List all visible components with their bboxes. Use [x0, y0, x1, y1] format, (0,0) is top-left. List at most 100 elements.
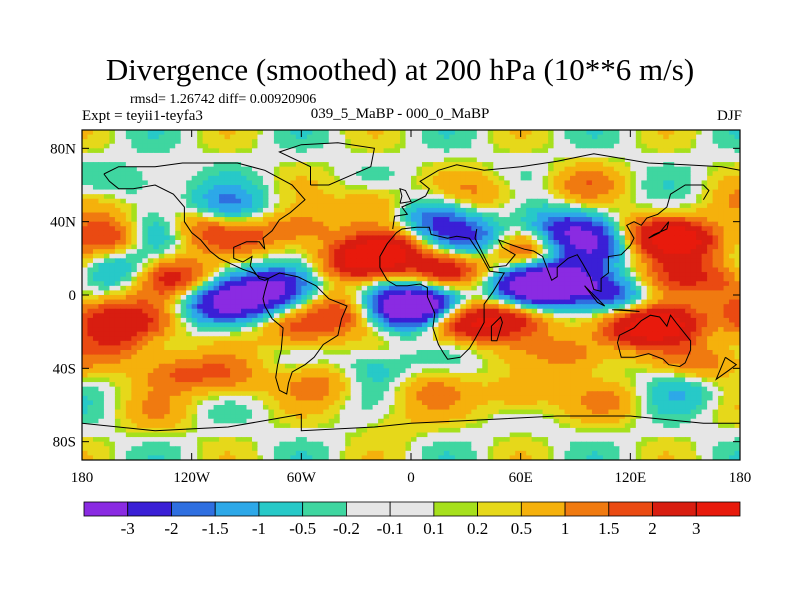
field-cell [685, 253, 692, 259]
field-cell [493, 290, 500, 296]
field-cell [400, 253, 407, 259]
field-cell [465, 244, 472, 250]
field-cell [98, 267, 105, 273]
field-cell [87, 290, 94, 296]
field-cell [438, 272, 445, 278]
field-cell [635, 313, 642, 319]
field-cell [427, 203, 434, 209]
field-cell [487, 272, 494, 278]
field-cell [142, 313, 149, 319]
field-cell [416, 203, 423, 209]
field-cell [438, 171, 445, 177]
field-cell [257, 152, 264, 159]
field-cell [235, 171, 242, 177]
field-cell [328, 317, 335, 324]
field-cell [164, 203, 171, 209]
field-cell [487, 198, 494, 204]
field-cell [657, 295, 664, 301]
field-cell [323, 285, 330, 292]
field-cell [685, 152, 692, 159]
field-cell [394, 253, 401, 259]
field-cell [498, 175, 505, 182]
field-cell [723, 281, 730, 287]
field-cell [367, 240, 374, 246]
field-cell [142, 175, 149, 182]
field-cell [345, 130, 352, 136]
field-cell [268, 299, 275, 305]
field-cell [668, 212, 675, 218]
field-cell [701, 299, 708, 305]
field-cell [169, 143, 176, 149]
field-cell [493, 226, 500, 232]
field-cell [306, 267, 313, 273]
field-cell [345, 185, 352, 191]
field-cell [663, 207, 670, 214]
field-cell [103, 299, 111, 305]
field-cell [262, 235, 270, 241]
field-cell [509, 285, 516, 292]
field-cell [251, 244, 259, 250]
field-cell [87, 207, 94, 214]
field-cell [674, 272, 681, 278]
field-cell [548, 226, 555, 232]
field-cell [553, 139, 560, 145]
field-cell [553, 180, 560, 186]
field-cell [153, 180, 160, 186]
field-cell [109, 281, 116, 287]
field-cell [668, 221, 675, 227]
field-cell [454, 299, 461, 305]
field-cell [421, 180, 429, 186]
field-cell [608, 262, 615, 269]
field-cell [443, 262, 450, 269]
field-cell [109, 152, 116, 159]
field-cell [438, 276, 445, 282]
field-cell [301, 175, 308, 182]
field-cell [334, 212, 341, 218]
field-cell [345, 212, 352, 218]
field-cell [164, 299, 171, 305]
field-cell [427, 290, 434, 296]
field-cell [674, 152, 681, 159]
field-cell [602, 262, 609, 269]
field-cell [230, 290, 237, 296]
field-cell [498, 230, 505, 237]
field-cell [553, 226, 560, 232]
field-cell [575, 139, 582, 145]
field-cell [663, 212, 670, 218]
field-cell [718, 148, 725, 154]
field-cell [230, 308, 237, 314]
field-cell [635, 240, 642, 246]
field-cell [465, 221, 472, 227]
field-cell [449, 244, 456, 250]
field-cell [613, 175, 620, 182]
field-cell [548, 299, 555, 305]
field-cell [454, 295, 461, 301]
field-cell [411, 148, 418, 154]
field-cell [591, 253, 599, 259]
field-cell [613, 212, 620, 218]
field-cell [383, 162, 390, 168]
field-cell [241, 139, 248, 145]
field-cell [219, 276, 226, 282]
field-cell [421, 299, 429, 305]
field-cell [460, 258, 467, 264]
field-cell [597, 295, 604, 301]
field-cell [498, 304, 505, 310]
field-cell [690, 171, 697, 177]
field-cell [350, 244, 357, 250]
field-cell [509, 207, 516, 214]
field-cell [120, 258, 127, 264]
field-cell [679, 235, 686, 241]
field-cell [526, 304, 533, 310]
field-cell [191, 217, 198, 223]
field-cell [197, 267, 204, 273]
field-cell [570, 313, 577, 319]
field-cell [103, 130, 111, 136]
field-cell [575, 194, 582, 200]
field-cell [114, 130, 121, 136]
field-cell [120, 152, 127, 159]
field-cell [169, 203, 176, 209]
field-cell [537, 249, 544, 255]
field-cell [109, 230, 116, 237]
field-cell [575, 240, 582, 246]
